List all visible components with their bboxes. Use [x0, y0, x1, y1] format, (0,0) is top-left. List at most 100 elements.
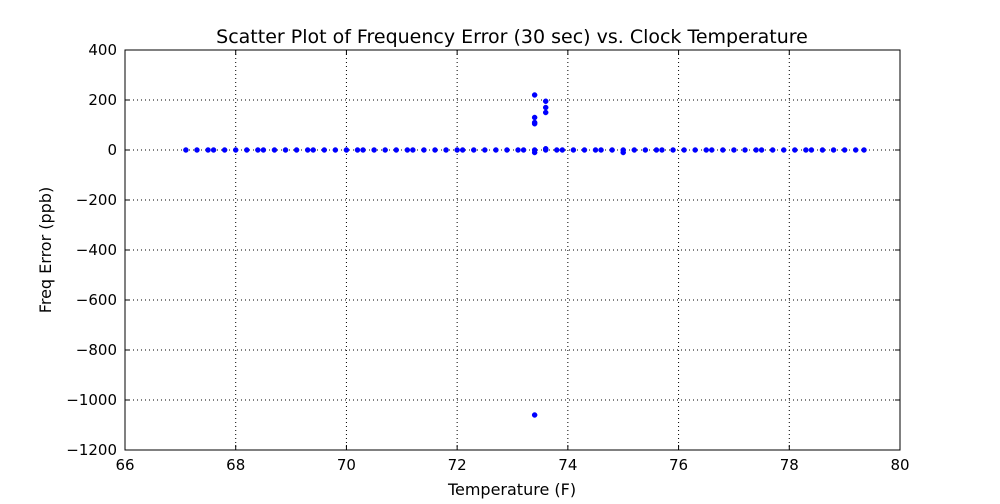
data-point: [493, 147, 499, 153]
data-point: [205, 147, 211, 153]
x-tick-labels: 66 68 70 72 74 76 78 80: [115, 456, 909, 474]
data-point: [482, 147, 488, 153]
data-point: [520, 147, 527, 153]
data-point: [703, 147, 709, 153]
data-point: [371, 147, 377, 153]
data-point: [255, 147, 261, 153]
data-point: [304, 147, 311, 153]
data-point: [360, 147, 366, 153]
data-point: [332, 147, 339, 153]
y-tick-label: −200: [76, 191, 117, 209]
y-axis-label: Freq Error (ppb): [36, 187, 55, 313]
data-point: [271, 147, 278, 153]
data-point: [819, 147, 826, 153]
data-point: [570, 147, 577, 153]
y-tick-label: 200: [88, 91, 117, 109]
data-point: [861, 147, 867, 153]
x-tick-label: 72: [448, 456, 467, 474]
data-point: [642, 147, 649, 153]
data-point: [731, 147, 737, 153]
y-tick-label: −1000: [66, 391, 117, 409]
data-point: [244, 147, 250, 153]
data-point: [592, 147, 599, 153]
data-point: [542, 109, 549, 116]
data-point: [720, 147, 726, 153]
data-point: [194, 147, 200, 153]
data-point: [393, 147, 399, 153]
x-tick-label: 74: [558, 456, 577, 474]
axis-ticks: [124, 49, 901, 451]
data-point: [410, 147, 416, 153]
chart-title: Scatter Plot of Frequency Error (30 sec)…: [216, 26, 808, 48]
data-point: [282, 147, 289, 153]
data-point: [504, 147, 510, 153]
data-point: [421, 147, 427, 153]
data-point: [808, 147, 815, 153]
data-point: [382, 147, 388, 153]
data-point: [531, 119, 538, 126]
data-point: [293, 147, 300, 153]
x-tick-label: 66: [115, 456, 134, 474]
data-point: [753, 147, 759, 153]
y-tick-label: 0: [107, 141, 117, 159]
data-point: [581, 147, 588, 153]
data-point: [210, 147, 217, 153]
data-point: [459, 147, 466, 153]
data-point: [659, 147, 665, 153]
data-point: [183, 147, 189, 153]
data-point: [742, 147, 748, 153]
y-tick-label: −800: [76, 341, 117, 359]
data-point: [709, 147, 715, 153]
data-point: [542, 98, 549, 104]
x-tick-label: 70: [337, 456, 356, 474]
data-point: [531, 412, 538, 418]
grid-lines: [125, 50, 900, 450]
data-point: [781, 147, 787, 153]
data-point: [221, 147, 228, 153]
data-point: [670, 147, 676, 153]
x-tick-label: 78: [780, 456, 799, 474]
data-point: [354, 147, 361, 153]
data-point: [343, 147, 350, 153]
data-point: [803, 147, 809, 153]
data-point: [404, 147, 411, 153]
data-point: [692, 147, 698, 153]
data-point: [443, 147, 449, 153]
data-point: [515, 147, 521, 153]
data-point: [598, 147, 604, 153]
data-point: [681, 147, 687, 153]
data-point: [531, 114, 538, 121]
x-tick-label: 80: [890, 456, 909, 474]
data-point: [531, 149, 538, 156]
data-point: [830, 147, 837, 153]
data-point: [471, 147, 477, 153]
y-tick-labels: −1200 −1000 −800 −600 −400 −200 0 200 400: [66, 41, 117, 459]
y-tick-label: −600: [76, 291, 117, 309]
data-point: [559, 147, 566, 153]
data-point: [653, 147, 660, 153]
data-point: [631, 147, 638, 153]
data-points: [183, 92, 867, 418]
data-point: [792, 147, 798, 153]
y-tick-label: −1200: [66, 441, 117, 459]
data-point: [542, 104, 549, 111]
x-tick-label: 76: [669, 456, 688, 474]
y-tick-label: 400: [88, 41, 117, 59]
data-point: [852, 147, 859, 153]
data-point: [454, 147, 460, 153]
x-axis-label: Temperature (F): [447, 480, 576, 499]
data-point: [554, 147, 560, 153]
data-point: [432, 147, 438, 153]
data-point: [321, 147, 328, 153]
data-point: [260, 147, 267, 153]
data-point: [609, 147, 615, 153]
data-point: [841, 147, 848, 153]
x-tick-label: 68: [226, 456, 245, 474]
data-point: [232, 147, 239, 153]
data-point: [310, 147, 316, 153]
y-tick-label: −400: [76, 241, 117, 259]
data-point: [620, 149, 626, 156]
data-point: [769, 147, 776, 153]
